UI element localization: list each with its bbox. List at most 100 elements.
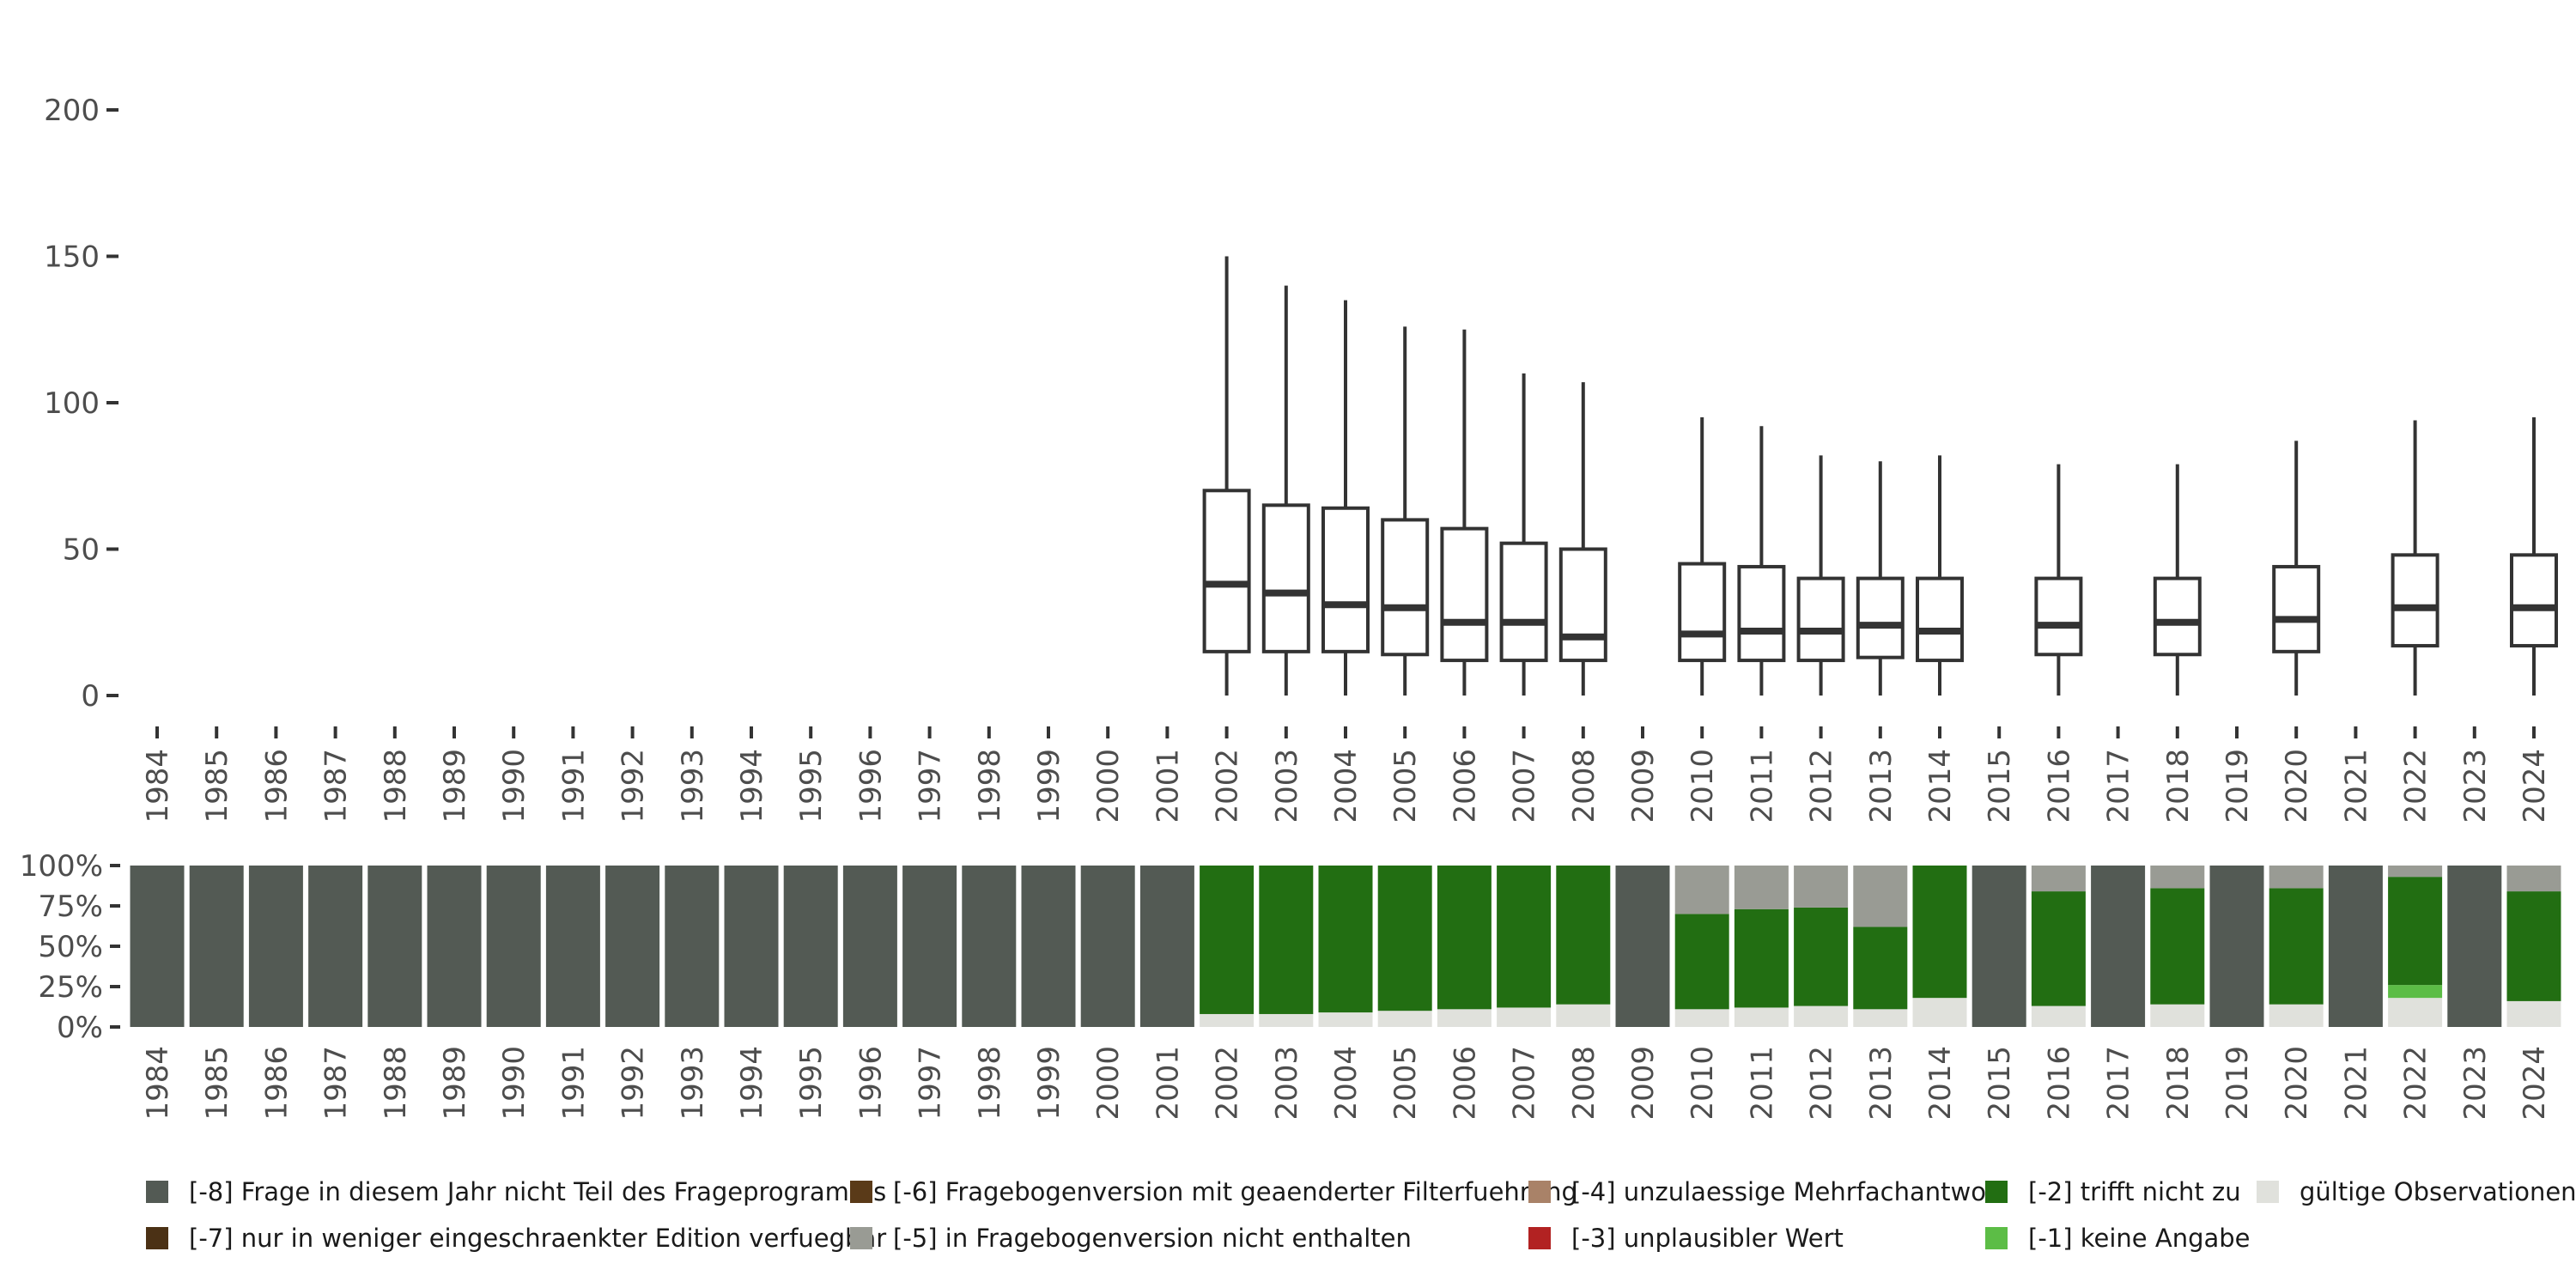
legend-item-minus1: [-1] keine Angabe [1985,1221,2251,1255]
x-tick-label: 1994 [735,749,769,823]
bar-1994 [724,866,779,1027]
bar-segment [1318,1012,1373,1027]
bar-segment [1259,1013,1314,1027]
boxplot-y-axis: 0 50 100 150 200 [44,94,118,714]
box-2003 [1261,285,1310,696]
bar-2016 [2031,866,2086,1027]
bar-1989 [427,866,482,1027]
bar-1985 [189,866,244,1027]
x-tick-label: 2020 [2280,749,2314,823]
bar-1997 [902,866,957,1027]
bar-2019 [2209,866,2264,1027]
bar-1991 [545,866,600,1027]
legend-item-valid: gültige Observationen [2257,1175,2576,1209]
x-tick-label: 1997 [914,749,948,823]
legend-label: [-3] unplausibler Wert [1571,1224,1844,1253]
legend-swatch [1528,1227,1551,1249]
legend-label: [-7] nur in weniger eingeschraenkter Edi… [189,1224,887,1253]
bar-x-tick-label: 2012 [1805,1046,1839,1121]
bar-segment [2031,866,2086,892]
box-2004 [1321,300,1370,696]
legend-label: [-2] trifft nicht zu [2028,1177,2241,1206]
box-2002 [1202,256,1251,696]
x-tick-label: 1992 [617,749,651,823]
x-tick-label: 1998 [973,749,1007,823]
bar-segment [1853,927,1908,1010]
bar-x-tick-label: 2010 [1686,1046,1720,1121]
bar-x-tick-label: 2017 [2102,1046,2136,1121]
bar-segment [1912,998,1967,1027]
bar-x-tick-label: 2003 [1270,1046,1304,1121]
legend-label: [-6] Fragebogenversion mit geaenderter F… [893,1177,1577,1206]
bar-segment [962,866,1017,1027]
box-iqr [1678,562,1727,663]
bar-2004 [1318,866,1373,1027]
x-tick-label: 2002 [1211,749,1245,823]
bar-2011 [1734,866,1789,1027]
bar-segment [1674,1009,1729,1027]
bar-segment [1200,1013,1255,1027]
box-iqr [2510,553,2558,648]
x-tick-label: 1987 [319,749,354,823]
x-tick-label: 2007 [1508,749,1542,823]
bar-x-tick-label: 2019 [2221,1046,2255,1121]
bar-2003 [1259,866,1314,1027]
bar-segment [1377,866,1432,1012]
box-iqr [1737,564,1786,663]
bar-x-tick-label: 2021 [2339,1046,2373,1121]
bar-x-tick-label: 1984 [141,1046,175,1121]
legend-swatch [1528,1181,1551,1203]
bar-segment [308,866,363,1027]
bar-segment [1674,914,1729,1010]
bar-x-tick-label: 1999 [1032,1046,1066,1121]
bar-1990 [486,866,541,1027]
x-tick-label: 1991 [556,749,591,823]
box-iqr [1261,503,1310,653]
bar-segment [1200,866,1255,1014]
x-tick-label: 1989 [438,749,472,823]
bar-x-tick-label: 2023 [2458,1046,2493,1121]
bar-x-tick-label: 1987 [319,1046,354,1121]
bar-1995 [783,866,838,1027]
legend-item-minus2: [-2] trifft nicht zu [1985,1175,2241,1209]
legend-swatch [1985,1227,2008,1249]
legend-item-minus3: [-3] unplausibler Wert [1528,1221,1844,1255]
bar-segment [2388,998,2443,1027]
legend-item-minus8: [-8] Frage in diesem Jahr nicht Teil des… [146,1175,886,1209]
bar-segment [427,866,482,1027]
bar-segment [1971,866,2026,1027]
bar-x-tick-label: 2002 [1211,1046,1245,1121]
bar-segment [1556,1004,1611,1027]
bar-x-tick-label: 1985 [200,1046,234,1121]
bar-x-tick-label: 2016 [2042,1046,2076,1121]
bar-2005 [1377,866,1432,1027]
bar-segment [2447,866,2502,1027]
bar-y-axis: 0% 25% 50% 75% 100% [20,849,120,1045]
bar-segment [1556,866,1611,1005]
y-tick-label: 100 [44,386,100,421]
box-iqr [1381,518,1430,657]
x-tick-label: 1986 [259,749,294,823]
x-tick-label: 2013 [1864,749,1899,823]
bar-1996 [842,866,897,1027]
bar-segment [1080,866,1135,1027]
box-2020 [2272,440,2321,696]
bar-2010 [1674,866,1729,1027]
bar-1984 [130,866,185,1027]
box-2008 [1558,382,1607,696]
box-2012 [1796,455,1845,696]
bar-2023 [2447,866,2502,1027]
bar-x-tick-label: 2000 [1091,1046,1126,1121]
bar-1993 [665,866,720,1027]
bar-segment [2506,1000,2561,1027]
bar-x-tick-label: 2005 [1388,1046,1423,1121]
bar-segment [1139,866,1194,1027]
x-tick-label: 2009 [1626,749,1661,823]
bar-1986 [248,866,303,1027]
bar-x-tick-label: 2015 [1983,1046,2017,1121]
box-iqr [1558,547,1607,663]
bar-x-tick-label: 1994 [735,1046,769,1121]
bar-y-tick-label: 50% [38,930,103,964]
x-tick-label: 1995 [794,749,829,823]
bar-x-tick-label: 2004 [1329,1046,1364,1121]
